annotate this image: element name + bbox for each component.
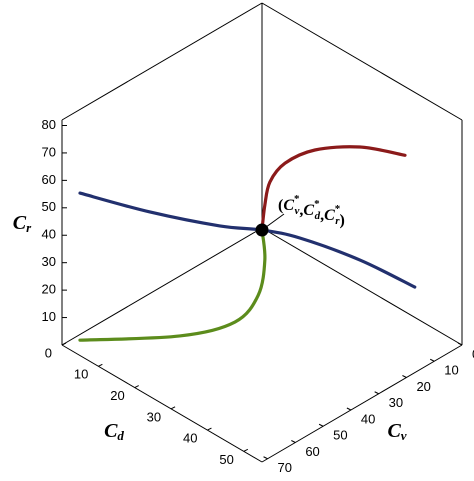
axis-label: Cr (13, 212, 32, 235)
box-edge (261, 2, 463, 121)
equilibrium-label: (C* v,C* d,C* r) (278, 193, 345, 229)
label-sub: v (295, 205, 300, 217)
label-separator: , (320, 207, 324, 224)
tick-label: 10 (444, 363, 458, 378)
tick-mark (263, 456, 268, 460)
label-open: ( (278, 197, 283, 214)
tick-mark (457, 342, 463, 346)
axis-label-base: C (104, 420, 118, 442)
box-edge (61, 344, 263, 463)
label-separator: , (299, 202, 303, 219)
box-edge (261, 227, 463, 346)
tick-mark (98, 363, 103, 367)
tick-label: 80 (42, 117, 56, 132)
tick-mark (346, 407, 352, 411)
tick-mark (243, 448, 249, 452)
tick-label: 40 (183, 431, 197, 446)
axis-label-base: C (13, 212, 27, 234)
tick-label: 10 (74, 367, 88, 382)
axis-label-sub: r (26, 220, 32, 235)
tick-label: 20 (416, 379, 430, 394)
axis-label-base: C (387, 420, 401, 442)
curve (78, 228, 267, 342)
tick-label: 50 (333, 428, 347, 443)
box-edge (61, 227, 263, 346)
axis-label: Cd (104, 420, 124, 443)
tick-mark (318, 423, 324, 427)
tick-mark (374, 391, 379, 395)
label-base: C (283, 197, 294, 214)
tick-label: 20 (42, 282, 56, 297)
tick-mark (402, 375, 407, 378)
tick-mark (291, 440, 296, 443)
label-close: ) (340, 212, 345, 229)
tick-mark (429, 358, 435, 362)
label-sup: * (294, 193, 300, 205)
tick-label: 0 (472, 346, 474, 361)
tick-label: 30 (147, 409, 161, 424)
tick-label: 10 (42, 309, 56, 324)
tick-mark (61, 342, 67, 346)
label-sup: * (335, 203, 341, 215)
tick-label: 50 (42, 199, 56, 214)
tick-label: 40 (361, 411, 375, 426)
tick-mark (207, 427, 212, 431)
label-sub: r (335, 215, 340, 227)
tick-label: 50 (219, 452, 233, 467)
tick-label: 20 (110, 388, 124, 403)
curve (78, 191, 417, 289)
tick-label: 70 (42, 144, 56, 159)
curve (260, 145, 407, 232)
tick-label: 30 (389, 395, 403, 410)
label-base: C (303, 202, 314, 219)
tick-label: 60 (42, 172, 56, 187)
label-base: C (324, 207, 335, 224)
label-sub: d (315, 210, 321, 222)
tick-label: 0 (45, 345, 52, 360)
tick-mark (170, 406, 176, 410)
tick-label: 30 (42, 254, 56, 269)
equilibrium-point (255, 223, 269, 237)
box-edge (261, 344, 463, 463)
tick-label: 70 (278, 460, 292, 475)
tick-label: 40 (42, 227, 56, 242)
tick-mark (134, 385, 139, 388)
axis-label-sub: d (117, 428, 124, 443)
axis-label-sub: v (401, 428, 407, 443)
tick-label: 60 (305, 444, 319, 459)
label-sup: * (314, 198, 320, 210)
box-edge (61, 2, 263, 121)
axis-label: Cv (387, 420, 406, 443)
